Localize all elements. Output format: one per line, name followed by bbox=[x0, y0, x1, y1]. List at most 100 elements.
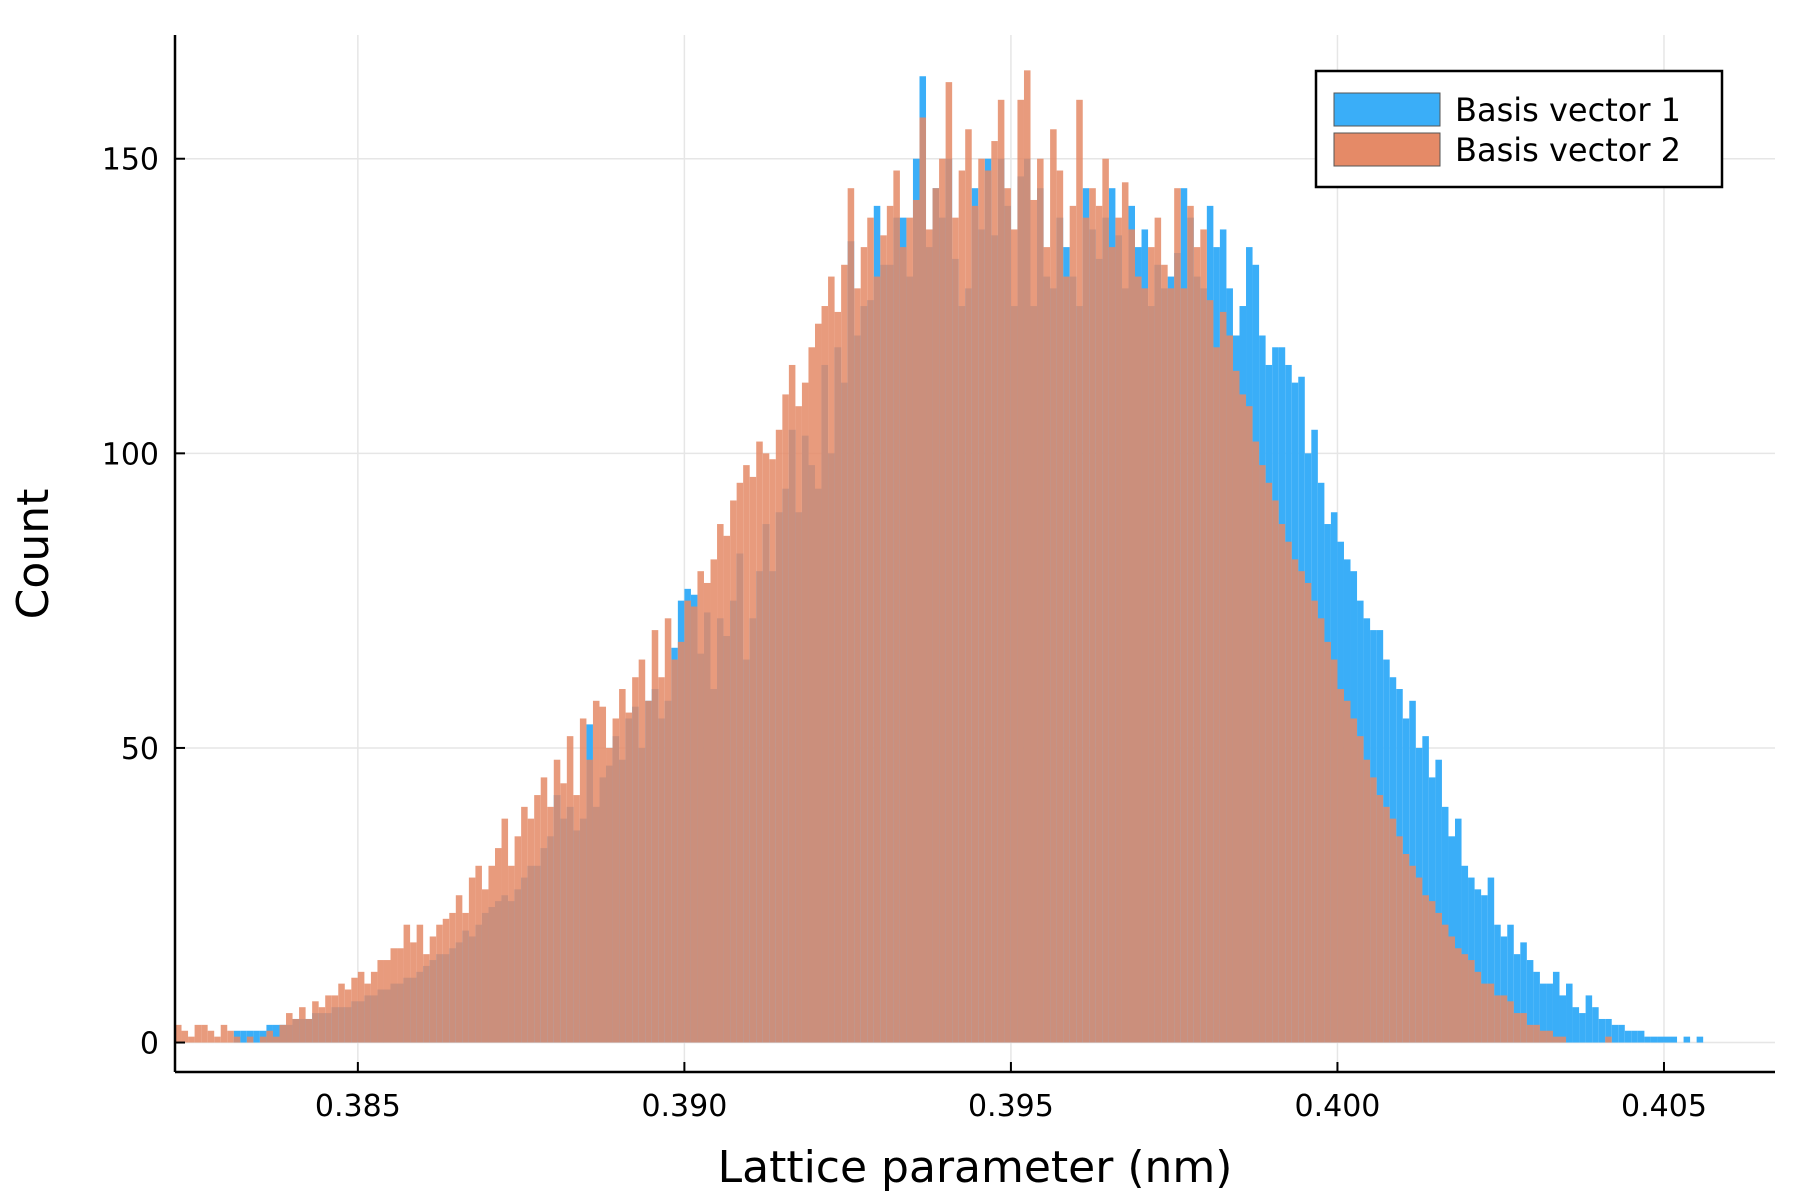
bar-series-1 bbox=[1487, 877, 1495, 1043]
legend-swatch-basis-vector-1 bbox=[1333, 92, 1441, 127]
bar-series-2 bbox=[1396, 836, 1403, 1043]
histogram-bars bbox=[175, 70, 1704, 1043]
bar-series-2 bbox=[1102, 158, 1109, 1043]
bar-series-2 bbox=[1043, 247, 1051, 1043]
bar-series-2 bbox=[893, 170, 900, 1043]
bar-series-2 bbox=[1219, 311, 1227, 1043]
bar-series-2 bbox=[1017, 99, 1024, 1043]
bar-series-1 bbox=[1455, 818, 1462, 1043]
bar-series-1 bbox=[1605, 1018, 1612, 1043]
bar-series-2 bbox=[521, 806, 528, 1043]
bar-series-2 bbox=[1526, 1024, 1534, 1043]
bar-series-2 bbox=[1304, 582, 1312, 1043]
bar-series-2 bbox=[383, 960, 391, 1043]
bar-series-1 bbox=[1670, 1036, 1678, 1043]
bar-series-2 bbox=[586, 759, 593, 1043]
bar-series-2 bbox=[971, 205, 979, 1043]
bar-series-2 bbox=[873, 276, 881, 1043]
bar-series-1 bbox=[1520, 942, 1527, 1043]
bar-series-2 bbox=[534, 795, 541, 1043]
bar-series-2 bbox=[801, 382, 809, 1043]
bar-series-2 bbox=[697, 571, 704, 1043]
x-tick-label: 0.405 bbox=[1621, 1089, 1707, 1124]
bar-series-1 bbox=[1579, 1013, 1586, 1043]
bar-series-2 bbox=[664, 618, 672, 1043]
bar-series-2 bbox=[1481, 983, 1488, 1043]
bar-series-2 bbox=[279, 1024, 287, 1043]
bar-series-2 bbox=[501, 818, 509, 1043]
bar-series-2 bbox=[331, 995, 339, 1043]
bar-series-2 bbox=[540, 777, 548, 1043]
bar-series-2 bbox=[834, 311, 842, 1043]
bar-series-2 bbox=[1108, 247, 1116, 1043]
bar-series-2 bbox=[1056, 170, 1064, 1043]
x-tick-label: 0.390 bbox=[641, 1089, 727, 1124]
bar-series-2 bbox=[1441, 924, 1449, 1043]
bar-series-1 bbox=[1435, 759, 1442, 1043]
bar-series-2 bbox=[201, 1024, 208, 1043]
bar-series-2 bbox=[292, 1018, 300, 1043]
bar-series-2 bbox=[194, 1024, 202, 1043]
bar-series-1 bbox=[1624, 1030, 1632, 1043]
bar-series-2 bbox=[272, 1036, 280, 1043]
bar-series-2 bbox=[965, 129, 972, 1043]
bar-series-1 bbox=[1598, 1018, 1606, 1043]
bar-series-2 bbox=[1069, 205, 1077, 1043]
bar-series-2 bbox=[1095, 205, 1103, 1043]
bar-series-1 bbox=[1637, 1030, 1645, 1043]
bar-series-2 bbox=[1187, 205, 1194, 1043]
bar-series-2 bbox=[579, 718, 587, 1043]
bar-series-2 bbox=[625, 712, 633, 1043]
bar-series-2 bbox=[1298, 571, 1305, 1043]
bar-series-2 bbox=[1376, 795, 1384, 1043]
bar-series-2 bbox=[1161, 264, 1168, 1043]
bar-series-1 bbox=[1559, 995, 1567, 1043]
bar-series-2 bbox=[769, 459, 776, 1043]
bar-series-2 bbox=[181, 1030, 189, 1043]
x-axis-title: Lattice parameter (nm) bbox=[718, 1142, 1233, 1193]
bar-series-2 bbox=[481, 889, 489, 1043]
bar-series-1 bbox=[1618, 1024, 1625, 1043]
bar-series-2 bbox=[854, 288, 861, 1043]
bar-series-2 bbox=[449, 912, 456, 1043]
bar-series-2 bbox=[1076, 99, 1083, 1043]
bar-series-2 bbox=[1148, 247, 1155, 1043]
bar-series-1 bbox=[1500, 936, 1508, 1043]
bar-series-2 bbox=[991, 141, 998, 1043]
bar-series-2 bbox=[730, 500, 737, 1043]
bar-series-2 bbox=[1324, 641, 1331, 1043]
bar-series-2 bbox=[1357, 736, 1364, 1043]
x-tick-label: 0.385 bbox=[315, 1089, 401, 1124]
bar-series-2 bbox=[1135, 276, 1142, 1043]
tick-labels: 0.385 0.390 0.395 0.400 0.405 0 50 100 150 bbox=[102, 143, 1707, 1124]
bar-series-1 bbox=[1507, 924, 1514, 1043]
series-2-bars bbox=[175, 70, 1612, 1043]
bar-series-2 bbox=[684, 600, 691, 1043]
bar-series-2 bbox=[932, 188, 940, 1043]
bar-series-2 bbox=[1370, 777, 1377, 1043]
bar-series-2 bbox=[364, 983, 371, 1043]
bar-series-2 bbox=[299, 1007, 306, 1043]
bar-series-2 bbox=[553, 759, 561, 1043]
bar-series-2 bbox=[566, 736, 574, 1043]
bar-series-1 bbox=[1611, 1024, 1619, 1043]
bar-series-2 bbox=[736, 482, 744, 1043]
bar-series-2 bbox=[1200, 229, 1207, 1043]
bar-series-2 bbox=[1317, 618, 1325, 1043]
bar-series-1 bbox=[1585, 995, 1593, 1043]
bar-series-2 bbox=[1285, 541, 1292, 1043]
legend-swatch-basis-vector-2 bbox=[1333, 132, 1441, 167]
bar-series-2 bbox=[246, 1036, 254, 1043]
bar-series-2 bbox=[795, 406, 802, 1043]
bar-series-2 bbox=[717, 524, 724, 1043]
bar-series-1 bbox=[1696, 1036, 1704, 1043]
bar-series-2 bbox=[1422, 895, 1429, 1043]
bar-series-2 bbox=[606, 747, 613, 1043]
bar-series-2 bbox=[906, 217, 913, 1043]
bar-series-2 bbox=[560, 783, 567, 1043]
legend-box bbox=[1314, 69, 1724, 189]
bar-series-2 bbox=[357, 971, 365, 1043]
bar-series-2 bbox=[1128, 229, 1135, 1043]
bar-series-2 bbox=[1350, 718, 1358, 1043]
bar-series-2 bbox=[416, 924, 424, 1043]
